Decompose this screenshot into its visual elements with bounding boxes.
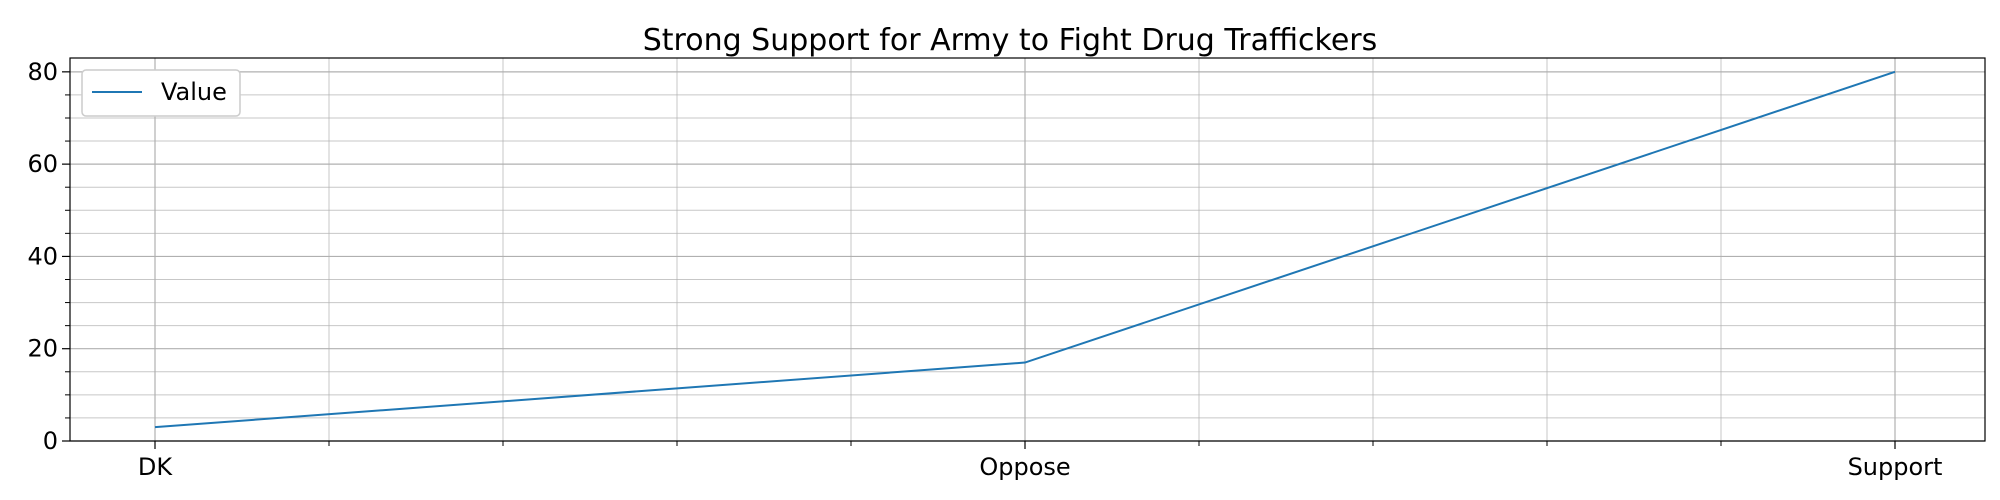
x-tick-label: Oppose: [979, 453, 1070, 481]
legend-label: Value: [161, 78, 227, 106]
y-tick-label: 40: [27, 242, 58, 270]
y-tick-label: 0: [43, 427, 58, 455]
grid-layer: [70, 58, 1985, 441]
plot-frame: [70, 58, 1985, 441]
x-tick-label: Support: [1848, 453, 1943, 481]
chart-title: Strong Support for Army to Fight Drug Tr…: [643, 23, 1378, 58]
legend: Value: [82, 70, 240, 116]
y-tick-label: 80: [27, 58, 58, 86]
y-tick-label: 20: [27, 335, 58, 363]
x-tick-label: DK: [138, 453, 173, 481]
y-tick-label: 60: [27, 150, 58, 178]
axes-layer: [70, 58, 1985, 441]
